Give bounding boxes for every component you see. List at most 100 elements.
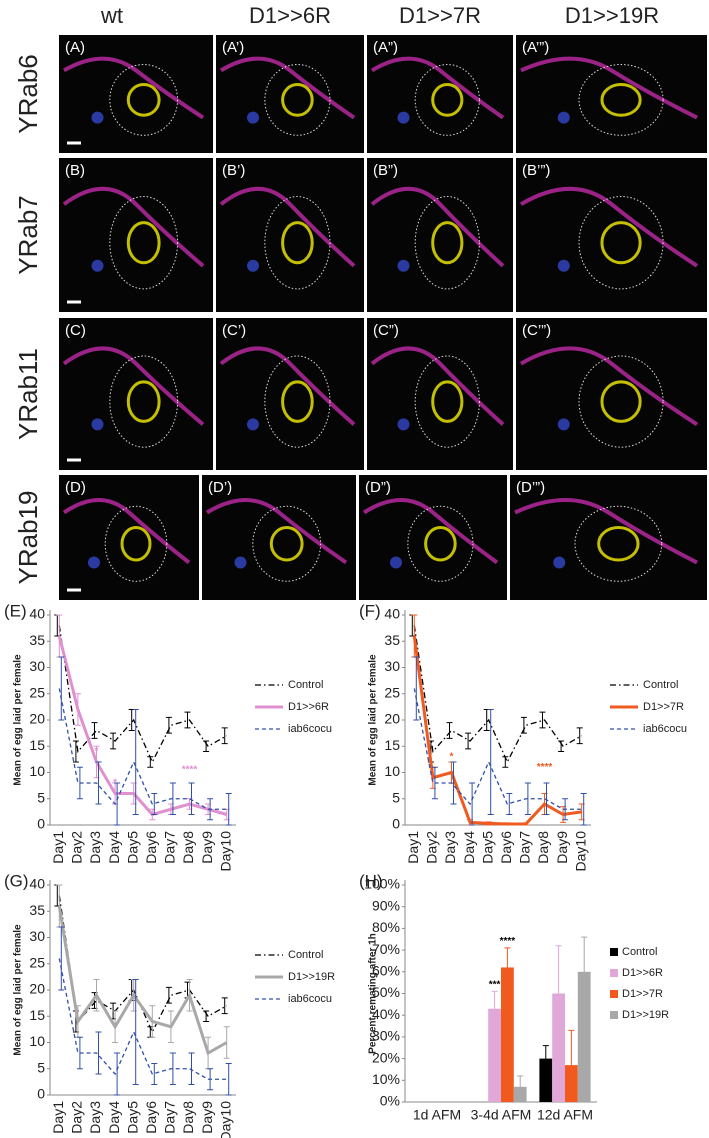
x-tick-label: Day3 [442, 831, 458, 864]
x-tick-label: Day9 [554, 831, 570, 864]
membrane-stain [370, 346, 505, 426]
error-bar [151, 793, 158, 815]
column-header: D1>>7R [399, 3, 481, 28]
significance-mark: * [113, 778, 117, 789]
x-tick-label: Day6 [143, 831, 159, 864]
nucleus-outline [109, 64, 179, 136]
legend-label: Control [643, 679, 678, 691]
error-bar [446, 722, 453, 739]
nucleus-outline [252, 505, 322, 582]
y-tick-label: 40 [384, 606, 400, 622]
y-tick-label: 30 [29, 928, 45, 944]
y-tick-label: 100% [364, 876, 400, 892]
panel-label: (B”) [373, 162, 398, 179]
nucleus [557, 418, 570, 431]
y-tick-label: 10% [372, 1071, 400, 1087]
membrane-stain [519, 186, 699, 268]
y-tick-label: 20 [29, 981, 45, 997]
series-line [58, 688, 227, 810]
nucleus-outline [264, 64, 331, 136]
error-bar [413, 656, 420, 721]
error-bar [188, 1052, 195, 1085]
y-tick-label: 30 [384, 658, 400, 674]
error-bar [207, 1068, 214, 1091]
error-bar [203, 740, 210, 752]
nucleus-outline [264, 196, 331, 290]
legend-label: Control [288, 679, 323, 691]
legend-label: D1>>6R [622, 967, 663, 979]
x-tick-label: 1d AFM [413, 1107, 461, 1123]
nucleus [553, 556, 566, 569]
panel-label: (B’”) [522, 162, 550, 179]
x-tick-label: Day10 [217, 1101, 233, 1138]
micrograph [216, 318, 364, 470]
y-tick-label: 35 [29, 902, 45, 918]
legend-label: Control [622, 946, 657, 958]
membrane-stain [370, 186, 505, 268]
y-tick-label: 70% [372, 941, 400, 957]
error-bar [576, 727, 583, 745]
row-label: YRab7 [13, 195, 43, 275]
micrograph [367, 318, 513, 470]
y-tick-label: 50% [372, 984, 400, 1000]
error-bar [225, 1063, 232, 1096]
significance-mark: * [95, 746, 99, 757]
micrograph [516, 158, 707, 312]
y-tick-label: 20% [372, 1049, 400, 1065]
x-tick-label: Day4 [461, 831, 477, 864]
error-bar [132, 709, 139, 815]
column-header: D1>>19R [565, 3, 659, 28]
micrograph [359, 475, 507, 600]
error-bar [76, 766, 83, 800]
nucleus-outline [264, 355, 331, 448]
y-axis-title: Mean of egg laid per female [13, 654, 24, 786]
legend-label: Control [288, 949, 323, 961]
x-tick-label: Day7 [517, 831, 533, 864]
error-bar [504, 947, 511, 987]
significance-mark: **** [182, 765, 198, 776]
nucleus [390, 556, 402, 569]
panel-label: (A) [65, 39, 85, 56]
error-bar [74, 693, 81, 726]
nucleus [397, 111, 410, 124]
nucleus [397, 259, 410, 272]
nucleus [557, 111, 570, 124]
y-tick-label: 15 [384, 737, 400, 753]
vesicle-stain [120, 526, 152, 562]
x-tick-label: Day6 [143, 1101, 159, 1134]
error-bar [517, 1075, 524, 1098]
x-tick-label: 12d AFM [537, 1107, 593, 1123]
nucleus [91, 259, 104, 272]
x-tick-label: Day7 [162, 831, 178, 864]
nucleus-outline [109, 355, 179, 448]
x-tick-label: Day1 [50, 1101, 66, 1134]
x-tick-label: Day9 [199, 831, 215, 864]
membrane-stain [519, 346, 699, 427]
y-tick-label: 30 [29, 658, 45, 674]
x-tick-label: Day2 [424, 831, 440, 864]
error-bar [555, 945, 562, 1042]
error-bar [186, 979, 193, 1012]
micrograph [510, 475, 707, 600]
y-tick-label: 5 [392, 789, 400, 805]
error-bar [114, 782, 121, 826]
nucleus [91, 111, 104, 124]
y-axis-title: Percent remating after 1h [368, 933, 379, 1054]
membrane-stain [63, 56, 205, 120]
error-bar [581, 936, 588, 1007]
membrane-stain [362, 498, 499, 565]
column-header: D1>>6R [249, 3, 331, 28]
vesicle-stain [281, 380, 314, 423]
legend-swatch [610, 990, 618, 998]
membrane-stain [219, 186, 356, 268]
error-bar [485, 821, 492, 826]
panel-title: (G) [4, 871, 29, 890]
x-tick-label: Day8 [535, 831, 551, 864]
membrane-stain [62, 186, 205, 268]
x-tick-label: Day2 [69, 831, 85, 864]
significance-mark: **** [537, 762, 553, 773]
y-tick-label: 10 [384, 763, 400, 779]
nucleus-outline [414, 355, 480, 448]
nucleus [88, 556, 100, 569]
